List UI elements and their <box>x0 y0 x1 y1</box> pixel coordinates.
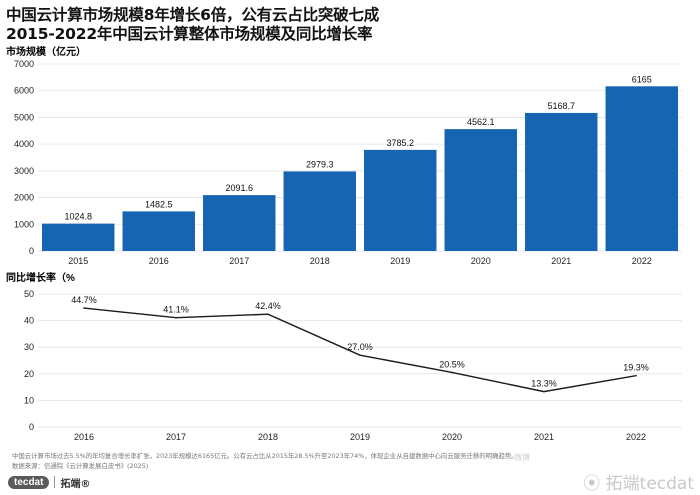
line-point <box>83 307 85 309</box>
bar-x-tick-label: 2020 <box>471 256 491 266</box>
line-y-tick-label: 30 <box>24 342 34 352</box>
line-point <box>175 316 177 319</box>
line-gridlines <box>38 293 682 428</box>
bar <box>203 195 276 251</box>
line-point <box>359 354 361 356</box>
bar-x-tick-label: 2022 <box>632 256 652 266</box>
bar-data-label: 1024.8 <box>64 212 92 222</box>
line-x-tick-label: 2017 <box>166 432 186 442</box>
bar <box>283 171 356 251</box>
bar-y-axis-title: 市场规模（亿元） <box>6 45 86 58</box>
bar <box>364 149 437 251</box>
line-data-label: 20.5% <box>439 359 465 369</box>
brand-cn-name: 拓端® <box>60 478 91 490</box>
line-x-tick-label: 2021 <box>534 432 554 442</box>
line-y-tick-label: 20 <box>24 369 34 379</box>
bar <box>605 86 678 251</box>
footnote-text: 中国云计算市场过去5.5%的年均复合增长率扩张，2023年规模达6165亿元。公… <box>12 452 518 460</box>
line-y-tick-label: 40 <box>24 316 34 326</box>
source-text: 数据来源：信通院《云计算发展白皮书》(2025) <box>12 462 149 470</box>
line-data-label: 13.3% <box>531 379 557 389</box>
bar-data-label: 2979.3 <box>306 159 334 169</box>
line-data-label: 27.0% <box>347 342 373 352</box>
bar-data-label: 6165 <box>632 74 652 84</box>
chart-subtitle: 2015-2022年中国云计算整体市场规模及同比增长率 <box>6 25 373 43</box>
bar-y-tick-label: 1000 <box>14 219 34 229</box>
bar-x-tick-label: 2016 <box>149 256 169 266</box>
bar-series: 1024.8 1482.5 2091.6 2979.3 3785.2 4562.1 5168… <box>42 74 678 251</box>
chart-area: 市场规模（亿元） 0 1000 2000 3000 4000 5000 6000 7000 1… <box>6 45 682 442</box>
bar <box>42 223 115 251</box>
bar-x-ticks: 2015 2016 2017 2018 2019 2020 2021 2022 <box>68 256 652 266</box>
line-y-axis-title: 同比增长率（% <box>6 271 75 284</box>
line-x-tick-label: 2018 <box>258 432 278 442</box>
line-y-tick-label: 0 <box>29 422 34 432</box>
line-x-tick-label: 2016 <box>74 432 94 442</box>
bar-y-ticks: 0 1000 2000 3000 4000 5000 6000 7000 <box>14 59 34 256</box>
bar-y-tick-label: 3000 <box>14 166 34 176</box>
chart-title: 中国云计算市场规模8年增长6倍，公有云占比突破七成 <box>6 6 380 24</box>
line-data-label: 44.7% <box>71 295 97 305</box>
line-point <box>635 374 637 377</box>
bar-x-tick-label: 2018 <box>310 256 330 266</box>
bar-data-label: 2091.6 <box>225 183 253 193</box>
watermark: ⦿ 拓端tecdat <box>583 474 694 494</box>
line-y-tick-label: 10 <box>24 395 34 405</box>
bar <box>525 112 598 251</box>
bar-x-tick-label: 2021 <box>551 256 571 266</box>
line-data-label: 42.4% <box>255 301 281 311</box>
bar-data-label: 4562.1 <box>467 117 495 127</box>
bar-y-tick-label: 7000 <box>14 59 34 69</box>
bar-data-label: 3785.2 <box>386 138 414 148</box>
weibo-mark: 微博 <box>514 453 530 462</box>
bar-y-tick-label: 0 <box>29 246 34 256</box>
brand-divider <box>54 476 56 488</box>
line-point <box>451 371 453 374</box>
bar-x-tick-label: 2015 <box>68 256 88 266</box>
bar-data-label: 1482.5 <box>145 199 173 209</box>
line-x-tick-label: 2022 <box>626 432 646 442</box>
bar-y-tick-label: 5000 <box>14 112 34 122</box>
line-data-label: 19.3% <box>623 363 649 373</box>
line-x-tick-label: 2019 <box>350 432 370 442</box>
bar-y-tick-label: 4000 <box>14 139 34 149</box>
bar <box>122 211 195 251</box>
line-series: 44.7% 41.1% 42.4% 27.0% 20.5% 13.3% 19.3% <box>71 295 649 393</box>
line-x-tick-label: 2020 <box>442 432 462 442</box>
bar-x-tick-label: 2017 <box>229 256 249 266</box>
bar-y-tick-label: 6000 <box>14 86 34 96</box>
line-y-ticks: 0 10 20 30 40 50 <box>24 289 34 432</box>
line-point <box>543 390 545 393</box>
bar-y-tick-label: 2000 <box>14 193 34 203</box>
line-point <box>267 313 269 316</box>
line-data-label: 41.1% <box>163 305 189 315</box>
bar-x-tick-label: 2019 <box>390 256 410 266</box>
bar-data-label: 5168.7 <box>547 101 575 111</box>
brand-logo: tecdat 拓端® <box>8 474 90 490</box>
line-x-ticks: 2016 2017 2018 2019 2020 2021 2022 <box>74 432 646 442</box>
line-y-tick-label: 50 <box>24 289 34 299</box>
tecdat-logo: tecdat <box>8 475 50 489</box>
bar <box>444 129 517 251</box>
